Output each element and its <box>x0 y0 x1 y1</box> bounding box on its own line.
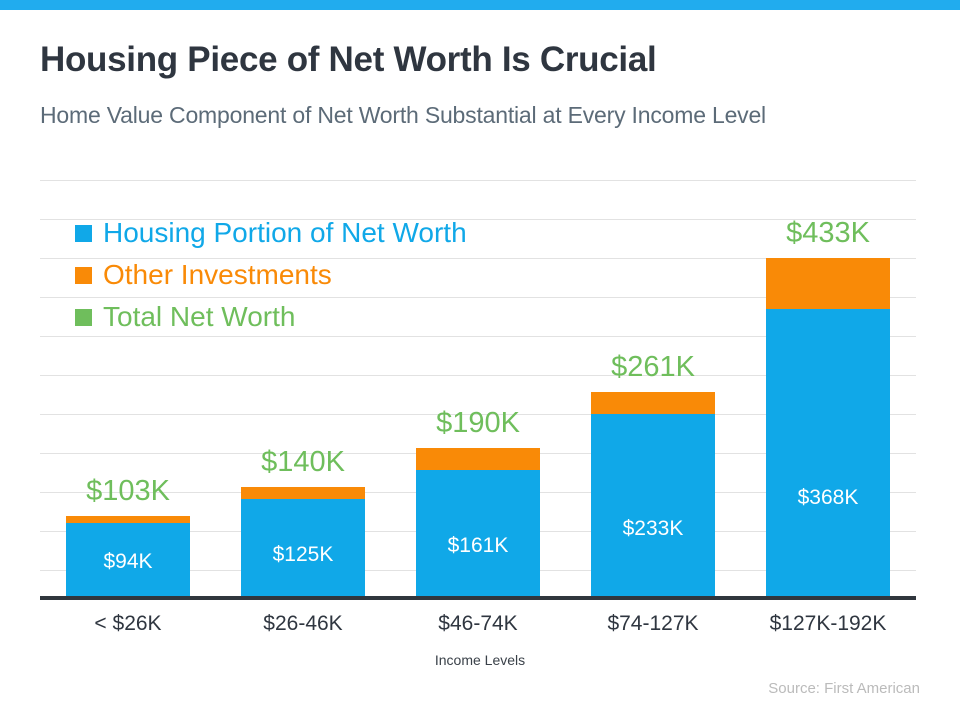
bar-segment-housing[interactable]: $125K <box>241 498 365 596</box>
chart-subtitle: Home Value Component of Net Worth Substa… <box>40 102 766 128</box>
x-axis-baseline <box>40 596 916 600</box>
legend-item-label: Other Investments <box>103 259 332 290</box>
bar-segment-housing[interactable]: $368K <box>766 308 890 596</box>
bar-value-label-housing: $161K <box>447 534 509 558</box>
bar-column[interactable]: $125K $140K <box>241 446 365 596</box>
gridline <box>40 180 916 181</box>
bar-total-label: $261K <box>611 351 695 384</box>
x-axis-title: Income Levels <box>434 652 526 668</box>
legend-item-label: Housing Portion of Net Worth <box>103 217 467 248</box>
legend-item-other-investments[interactable]: Other Investments <box>75 254 467 296</box>
bar-segment-other-investments[interactable] <box>66 515 190 523</box>
x-axis-category-label: < $26K <box>94 612 162 635</box>
chart-legend: Housing Portion of Net Worth Other Inves… <box>75 212 467 338</box>
gridline <box>40 219 916 220</box>
gridline <box>40 258 916 259</box>
source-note: Source: First American <box>768 680 920 697</box>
bar-segment-other-investments[interactable] <box>591 392 715 415</box>
gridline <box>40 297 916 298</box>
bar-column[interactable]: $161K $190K <box>416 407 540 596</box>
bar-segment-other-investments[interactable] <box>766 258 890 309</box>
bar-segment-other-investments[interactable] <box>416 447 540 471</box>
bar-total-label: $433K <box>786 217 870 250</box>
bar-column[interactable]: $94K $103K <box>66 475 190 596</box>
bar-value-label-housing: $233K <box>622 517 684 541</box>
bar-column[interactable]: $233K $261K <box>591 351 715 596</box>
bar-value-label-housing: $125K <box>272 542 334 566</box>
x-axis-category-label: $74-127K <box>607 612 699 635</box>
x-axis-category-label: $46-74K <box>438 612 518 635</box>
bar-value-label-housing: $368K <box>797 485 859 509</box>
gridline <box>40 414 916 415</box>
bar-segment-other-investments[interactable] <box>241 486 365 499</box>
bar-total-label: $103K <box>86 474 170 507</box>
legend-item-housing[interactable]: Housing Portion of Net Worth <box>75 212 467 254</box>
square-swatch-icon <box>75 308 92 326</box>
square-swatch-icon <box>75 266 92 284</box>
bar-total-label: $140K <box>261 445 345 478</box>
legend-item-label: Total Net Worth <box>103 301 296 332</box>
gridline <box>40 336 916 337</box>
x-axis-category-label: $26-46K <box>263 612 343 635</box>
bar-value-label-housing: $94K <box>103 550 153 574</box>
legend-item-total-net-worth[interactable]: Total Net Worth <box>75 296 467 338</box>
gridline <box>40 375 916 376</box>
bar-segment-housing[interactable]: $161K <box>416 470 540 596</box>
square-swatch-icon <box>75 224 92 242</box>
x-axis-category-label: $127K-192K <box>769 612 887 635</box>
top-accent-banner <box>0 0 960 10</box>
bar-segment-housing[interactable]: $233K <box>591 414 715 596</box>
bar-segment-housing[interactable]: $94K <box>66 522 190 596</box>
bar-total-label: $190K <box>436 406 520 439</box>
bar-column[interactable]: $368K $433K <box>766 217 890 596</box>
chart-title: Housing Piece of Net Worth Is Crucial <box>40 40 657 79</box>
